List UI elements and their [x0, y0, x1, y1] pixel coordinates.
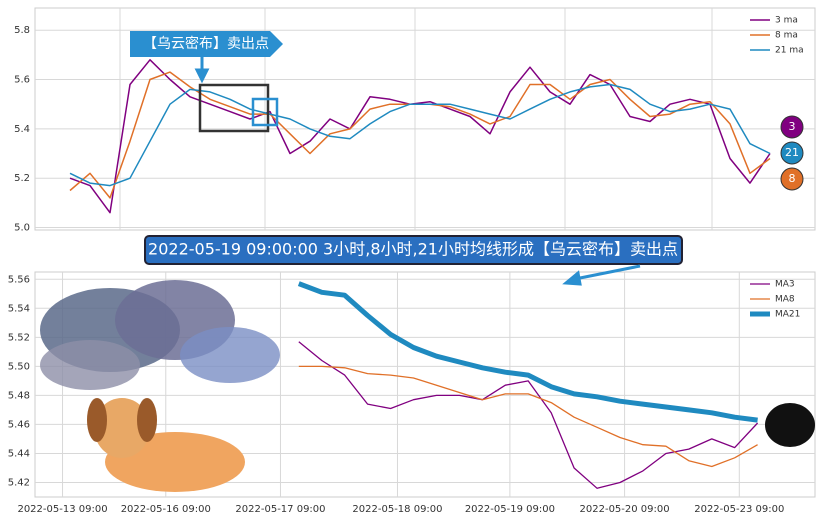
- ma-line: [69, 59, 771, 214]
- dog-ear: [87, 398, 107, 442]
- ma-line: [298, 341, 759, 489]
- y-tick-label: 5.2: [14, 173, 30, 184]
- annotation-pointer: [194, 57, 210, 84]
- legend-label: 3 ma: [775, 16, 798, 26]
- dark-cloud: [765, 403, 815, 447]
- y-tick-label: 5.46: [8, 419, 30, 430]
- y-tick-label: 5.56: [8, 274, 30, 285]
- y-tick-label: 5.44: [8, 448, 30, 459]
- y-tick-label: 5.52: [8, 332, 30, 343]
- legend-label: MA8: [775, 295, 795, 305]
- annotation-arrow: [130, 31, 283, 57]
- cloud: [40, 340, 140, 390]
- x-tick-label: 2022-05-17 09:00: [235, 504, 325, 515]
- legend-label: 8 ma: [775, 31, 798, 41]
- x-tick-label: 2022-05-23 09:00: [694, 504, 784, 515]
- y-tick-label: 5.54: [8, 303, 30, 314]
- legend-label: 21 ma: [775, 46, 804, 56]
- y-tick-label: 5.8: [14, 25, 30, 36]
- legend-label: MA3: [775, 280, 795, 290]
- banner-pointer: [562, 264, 641, 286]
- legend-label: MA21: [775, 310, 800, 320]
- ma-line: [297, 281, 758, 423]
- banner-text: 2022-05-19 09:00:00 3小时,8小时,21小时均线形成【乌云密…: [148, 240, 678, 259]
- y-tick-label: 5.50: [8, 361, 30, 372]
- x-tick-label: 2022-05-16 09:00: [121, 504, 211, 515]
- badge-label: 21: [785, 146, 799, 159]
- decoration: [40, 31, 815, 492]
- highlight-box: [251, 97, 279, 127]
- badge-label: 3: [789, 120, 796, 133]
- ma-line: [298, 365, 758, 468]
- dog-ear: [137, 398, 157, 442]
- badge: [780, 115, 804, 139]
- y-tick-label: 5.6: [14, 75, 30, 86]
- y-tick-label: 5.0: [14, 223, 30, 234]
- y-tick-label: 5.4: [14, 124, 30, 135]
- badge: [780, 141, 804, 165]
- x-tick-label: 2022-05-13 09:00: [17, 504, 107, 515]
- y-tick-label: 5.48: [8, 390, 30, 401]
- x-tick-label: 2022-05-18 09:00: [352, 504, 442, 515]
- annotation: 【乌云密布】卖出点: [143, 35, 269, 52]
- y-tick-label: 5.42: [8, 477, 30, 488]
- cloud: [180, 327, 280, 383]
- badge: [780, 167, 804, 191]
- banner: [144, 235, 683, 265]
- dog-head: [94, 398, 150, 458]
- highlight-box: [198, 83, 270, 133]
- badge-label: 8: [789, 172, 796, 185]
- x-tick-label: 2022-05-19 09:00: [465, 504, 555, 515]
- ma-line: [69, 83, 771, 187]
- x-tick-label: 2022-05-20 09:00: [580, 504, 670, 515]
